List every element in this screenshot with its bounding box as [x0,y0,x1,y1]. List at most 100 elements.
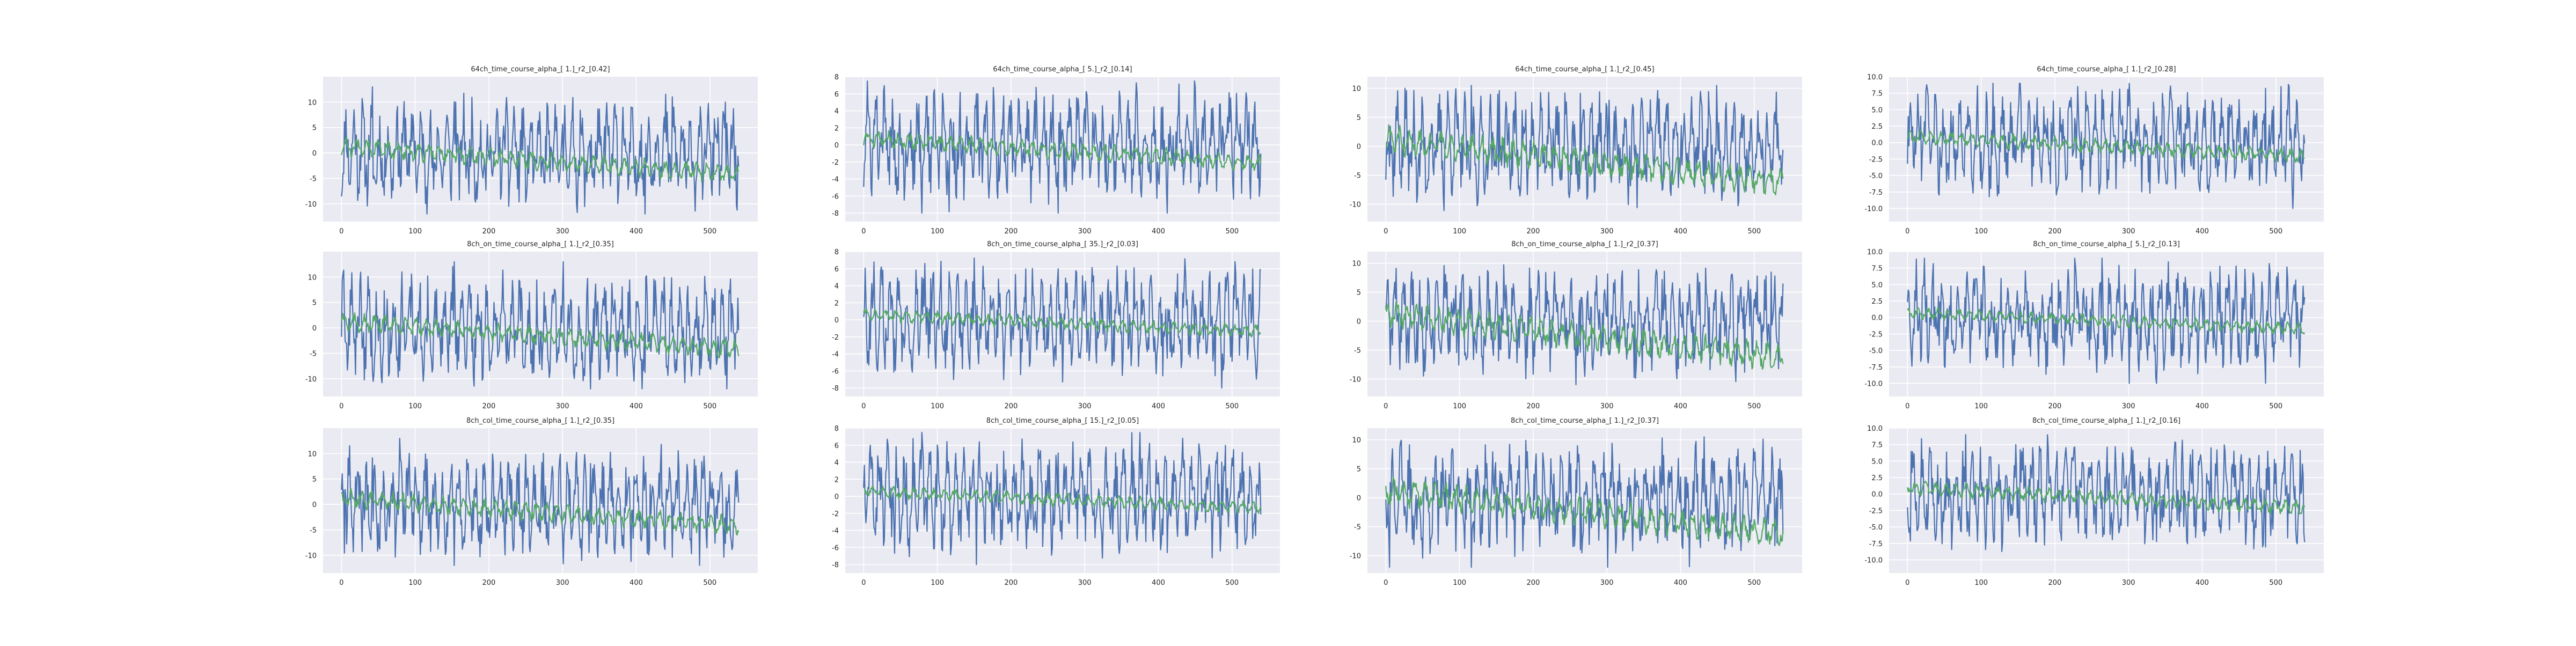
y-tick-label: 2.5 [1871,123,1883,131]
x-tick-label: 200 [2048,579,2061,587]
series-line-green [863,485,1262,514]
x-tick-label: 300 [1600,402,1614,410]
x-tick-label: 300 [1078,402,1092,410]
y-tick-label: -8 [832,561,839,569]
series-line-blue [1907,258,2306,384]
y-tick-label: 0 [835,493,839,501]
y-tick-label: 0.0 [1871,491,1883,499]
y-tick-label: 0 [835,317,839,325]
y-tick-label: -10.0 [1864,556,1883,564]
x-tick-label: 400 [1674,227,1687,236]
x-tick-label: 0 [1384,227,1388,236]
y-tick-label: 8 [835,74,839,82]
x-tick-label: 0 [1905,402,1909,410]
y-tick-label: -5 [1354,524,1361,532]
x-tick-label: 500 [2269,227,2282,236]
y-tick-label: -8 [832,210,839,218]
x-tick-label: 0 [339,579,343,587]
y-tick-label: 7.5 [1871,90,1883,98]
x-tick-label: 500 [703,227,716,236]
series-line-green [341,136,740,183]
x-tick-label: 0 [861,579,866,587]
series-line-green [1385,124,1784,196]
x-tick-label: 100 [1974,227,1988,236]
x-tick-label: 500 [2269,402,2282,410]
x-tick-label: 400 [630,402,643,410]
x-tick-label: 100 [1453,227,1466,236]
y-tick-label: -2.5 [1869,507,1883,515]
chart-panel: 0 100 200 300 400 500 -10 -5 0 5 10 8ch_col_time_co… [1350,417,1802,587]
x-tick-label: 200 [1526,402,1540,410]
x-tick-label: 300 [1078,579,1092,587]
y-tick-label: -10.0 [1864,205,1883,213]
y-tick-label: 8 [835,248,839,256]
y-tick-label: 10 [1352,85,1361,93]
y-tick-label: -10.0 [1864,380,1883,388]
x-tick-label: 200 [1526,227,1540,236]
chart-panel: 0 100 200 300 400 500 -8 -6 -4 -2 0 2 4 6 8 8ch_col_tim… [832,417,1280,587]
series-line-green [1385,300,1784,370]
y-tick-label: 7.5 [1871,265,1883,273]
x-tick-label: 200 [2048,227,2061,236]
series-line-green [341,312,740,358]
y-tick-label: 0 [312,501,317,509]
y-tick-label: 10.0 [1867,425,1883,433]
chart-title: 8ch_on_time_course_alpha_[ 35.]_r2_[0.03… [987,240,1138,248]
y-tick-label: -7.5 [1869,540,1883,548]
y-tick-label: 5 [1357,289,1361,297]
y-tick-label: 0 [1357,318,1361,326]
y-tick-label: -10 [1350,553,1361,561]
y-tick-label: -6 [832,544,839,552]
x-tick-label: 400 [630,579,643,587]
chart-title: 64ch_time_course_alpha_[ 1.]_r2_[0.42] [471,65,610,74]
y-tick-label: 2 [835,299,839,307]
y-tick-label: -6 [832,368,839,376]
x-tick-label: 400 [1674,402,1687,410]
y-tick-label: 5 [1357,466,1361,474]
x-tick-label: 0 [861,402,866,410]
series-line-green [863,309,1261,337]
x-tick-label: 200 [1526,579,1540,587]
x-tick-label: 400 [2196,402,2209,410]
chart-title: 8ch_col_time_course_alpha_[ 15.]_r2_[0.0… [986,417,1139,425]
y-tick-label: -5.0 [1869,172,1883,180]
x-tick-label: 0 [339,402,343,410]
x-tick-label: 300 [2122,579,2135,587]
y-tick-label: -2 [832,510,839,518]
y-tick-label: 10.0 [1867,248,1883,256]
x-tick-label: 200 [2048,402,2061,410]
x-tick-label: 300 [1078,227,1092,236]
y-tick-label: 0 [835,142,839,150]
y-tick-label: -4 [832,176,839,184]
series-line-blue [863,431,1262,566]
y-tick-label: -8 [832,385,839,393]
series-line-green [341,488,740,536]
x-tick-label: 300 [1600,579,1614,587]
x-tick-label: 500 [1747,227,1761,236]
x-tick-label: 100 [1974,402,1988,410]
x-tick-label: 200 [482,579,495,587]
chart-panel: 0 100 200 300 400 500 -8 -6 -4 -2 0 2 4 6 8 64ch_time_c… [832,65,1280,236]
x-tick-label: 400 [630,227,643,236]
y-tick-label: 10 [1352,260,1361,268]
y-tick-label: 0.0 [1871,314,1883,322]
y-tick-label: -5.0 [1869,524,1883,532]
chart-title: 64ch_time_course_alpha_[ 1.]_r2_[0.45] [1515,65,1654,74]
x-tick-label: 200 [482,402,495,410]
x-tick-label: 0 [1384,402,1388,410]
y-tick-label: -5 [310,350,317,358]
series-line-blue [863,80,1262,214]
y-tick-label: 4 [835,108,839,116]
series-line-blue [1385,85,1784,211]
chart-title: 8ch_on_time_course_alpha_[ 5.]_r2_[0.13] [2033,240,2180,248]
x-tick-label: 100 [1453,402,1466,410]
x-tick-label: 100 [931,402,944,410]
chart-panel: 0 100 200 300 400 500 -10.0 -7.5 -5.0 -2.5 0.0 2.5 5… [1864,240,2324,410]
y-tick-label: -2.5 [1869,331,1883,339]
y-tick-label: 7.5 [1871,442,1883,450]
chart-panel: 0 100 200 300 400 500 -10 -5 0 5 10 8ch_on_time_cou… [1350,240,1802,410]
x-tick-label: 100 [1974,579,1988,587]
y-tick-label: 10 [308,99,317,107]
y-tick-label: 5.0 [1871,281,1883,289]
series-line-green [863,130,1262,171]
